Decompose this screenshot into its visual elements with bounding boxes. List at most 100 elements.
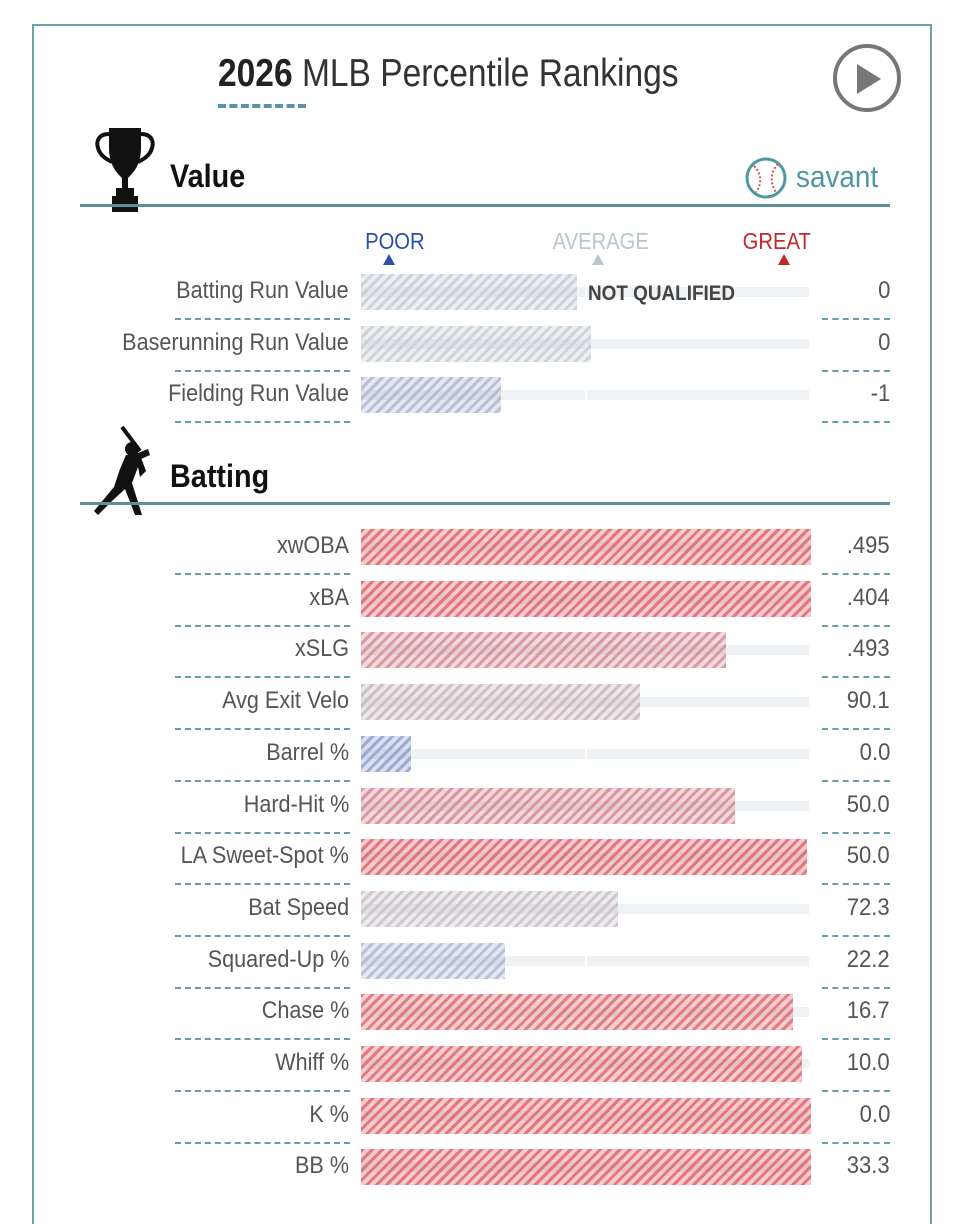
track-tick bbox=[809, 287, 811, 297]
percentile-bar-xslg[interactable] bbox=[361, 632, 726, 669]
row-value-whiff: 10.0 bbox=[847, 1049, 890, 1076]
page-title: 2026 MLB Percentile Rankings bbox=[218, 52, 679, 96]
percentile-bar-avg-exit-velo[interactable] bbox=[361, 684, 640, 721]
row-value-avg-exit-velo: 90.1 bbox=[847, 687, 890, 715]
row-label-xslg: xSLG bbox=[294, 635, 349, 663]
row-value-squared-up: 22.2 bbox=[847, 945, 890, 973]
row-separator bbox=[822, 728, 890, 731]
row-value-bat-speed: 72.3 bbox=[847, 893, 890, 921]
row-separator bbox=[822, 883, 890, 886]
track-tick bbox=[585, 390, 587, 401]
percentile-bar-xba[interactable] bbox=[361, 580, 811, 617]
row-label-baserunning-run-value: Baserunning Run Value bbox=[122, 328, 349, 356]
row-separator bbox=[822, 986, 890, 989]
baseball-icon bbox=[745, 157, 787, 199]
row-label-bb: BB % bbox=[294, 1152, 349, 1180]
track-tick bbox=[809, 390, 811, 401]
row-label-barrel: Barrel % bbox=[266, 738, 349, 766]
track-tick bbox=[809, 697, 811, 708]
average-marker-icon bbox=[592, 254, 604, 265]
row-separator bbox=[822, 831, 890, 834]
section-divider-value bbox=[80, 204, 890, 207]
row-label-batting-run-value: Batting Run Value bbox=[176, 277, 349, 304]
track-tick bbox=[809, 955, 811, 966]
title-year: 2026 bbox=[218, 52, 293, 95]
scale-label-great: GREAT bbox=[742, 228, 811, 254]
row-value-batting-run-value: 0 bbox=[877, 277, 890, 304]
row-value-k: 0.0 bbox=[859, 1100, 890, 1128]
percentile-bar-la-sweet-spot[interactable] bbox=[361, 839, 807, 876]
batter-icon bbox=[92, 425, 156, 522]
percentile-bar-fielding-run-value[interactable] bbox=[361, 377, 501, 414]
title-underline bbox=[218, 104, 306, 108]
percentile-bar-hard-hit[interactable] bbox=[361, 787, 735, 824]
row-separator bbox=[175, 676, 350, 679]
row-separator bbox=[175, 728, 350, 731]
row-separator bbox=[822, 573, 890, 575]
percentile-bar-squared-up[interactable] bbox=[361, 942, 505, 979]
row-separator bbox=[822, 1141, 890, 1144]
row-value-xwoba: .495 bbox=[847, 532, 890, 559]
row-separator bbox=[175, 1090, 350, 1092]
scale-label-poor: POOR bbox=[365, 228, 425, 254]
play-icon bbox=[857, 64, 881, 94]
row-label-squared-up: Squared-Up % bbox=[207, 945, 349, 973]
row-separator bbox=[175, 624, 350, 627]
percentile-bar-k[interactable] bbox=[361, 1097, 811, 1134]
row-separator bbox=[175, 318, 350, 320]
percentile-bar-whiff[interactable] bbox=[361, 1046, 802, 1082]
track-tick bbox=[809, 800, 811, 811]
row-separator bbox=[175, 421, 350, 424]
row-separator bbox=[822, 1038, 890, 1041]
row-value-bb: 33.3 bbox=[847, 1152, 890, 1180]
track-barrel bbox=[361, 748, 811, 759]
track-tick bbox=[585, 955, 587, 966]
row-label-xba: xBA bbox=[309, 583, 349, 611]
play-button[interactable] bbox=[833, 44, 901, 112]
row-value-la-sweet-spot: 50.0 bbox=[847, 842, 890, 870]
not-qualified-label: NOT QUALIFIED bbox=[588, 282, 735, 305]
percentile-bar-xwoba[interactable] bbox=[361, 529, 811, 565]
row-separator bbox=[822, 779, 890, 782]
rankings-card bbox=[32, 24, 932, 1224]
row-label-whiff: Whiff % bbox=[274, 1049, 349, 1076]
percentile-bar-bat-speed[interactable] bbox=[361, 890, 618, 927]
row-separator bbox=[822, 421, 890, 424]
scale-label-average: AVERAGE bbox=[552, 228, 649, 254]
row-value-hard-hit: 50.0 bbox=[847, 790, 890, 818]
track-tick bbox=[809, 748, 811, 759]
track-tick bbox=[809, 1059, 811, 1069]
row-separator bbox=[822, 676, 890, 679]
row-separator bbox=[175, 369, 350, 372]
row-separator bbox=[175, 1038, 350, 1041]
row-label-la-sweet-spot: LA Sweet-Spot % bbox=[180, 842, 349, 870]
title-text: MLB Percentile Rankings bbox=[301, 52, 679, 95]
percentile-bar-chase[interactable] bbox=[361, 994, 793, 1031]
track-tick bbox=[809, 903, 811, 914]
row-separator bbox=[822, 318, 890, 320]
percentile-bar-bb[interactable] bbox=[361, 1149, 811, 1186]
percentile-bar-batting-run-value[interactable] bbox=[361, 274, 577, 310]
row-separator bbox=[822, 369, 890, 372]
savant-wordmark: savant bbox=[796, 159, 879, 194]
section-divider-batting bbox=[80, 502, 890, 505]
row-separator bbox=[175, 831, 350, 834]
percentile-bar-baserunning-run-value[interactable] bbox=[361, 325, 591, 362]
row-separator bbox=[822, 934, 890, 937]
row-value-baserunning-run-value: 0 bbox=[877, 328, 890, 356]
row-value-xslg: .493 bbox=[847, 635, 890, 663]
track-fielding-run-value bbox=[361, 390, 811, 401]
row-value-fielding-run-value: -1 bbox=[870, 380, 890, 408]
savant-logo: savant bbox=[744, 156, 878, 200]
great-marker-icon bbox=[778, 254, 790, 265]
row-separator bbox=[175, 883, 350, 886]
track-batting-run-value bbox=[361, 287, 811, 297]
row-separator bbox=[175, 934, 350, 937]
track-tick bbox=[809, 1007, 811, 1018]
track-tick bbox=[809, 645, 811, 656]
row-label-bat-speed: Bat Speed bbox=[248, 893, 349, 921]
track-tick bbox=[809, 852, 811, 863]
row-separator bbox=[175, 779, 350, 782]
percentile-bar-barrel[interactable] bbox=[361, 735, 411, 772]
row-value-xba: .404 bbox=[847, 583, 890, 611]
